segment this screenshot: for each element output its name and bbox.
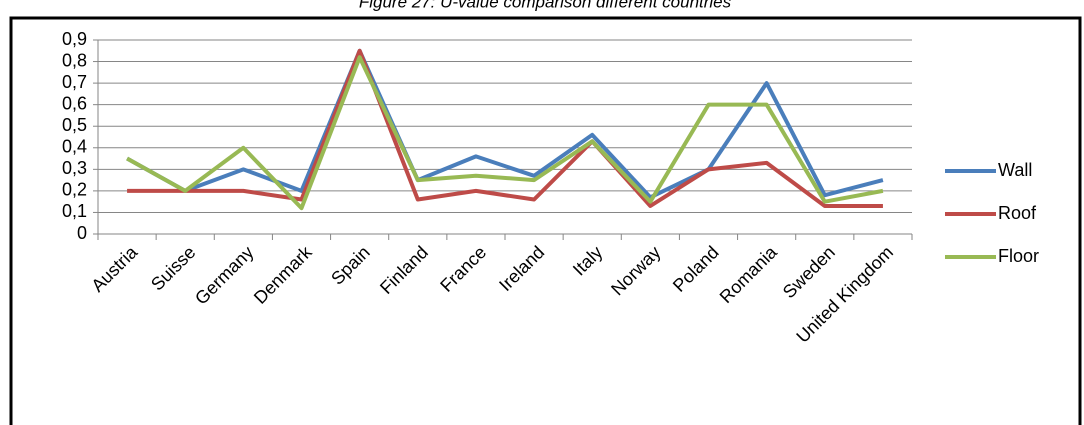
x-tick-label: Romania: [716, 241, 782, 307]
y-tick-label: 0,8: [62, 50, 87, 70]
x-tick-label: Germany: [191, 242, 257, 308]
x-tick-label: France: [436, 242, 490, 296]
legend-label: Floor: [998, 246, 1039, 266]
y-tick-label: 0,9: [62, 29, 87, 49]
chart-border: [9, 16, 1082, 425]
x-tick-label: Austria: [87, 241, 141, 295]
y-tick-label: 0: [77, 223, 87, 243]
y-tick-label: 0,3: [62, 158, 87, 178]
series-line: [127, 48, 883, 208]
legend-label: Wall: [998, 160, 1032, 180]
x-tick-label: Suisse: [147, 242, 199, 294]
x-tick-label: Sweden: [779, 242, 839, 302]
y-tick-label: 0,7: [62, 72, 87, 92]
series-line: [126, 48, 884, 200]
chart-title: Figure 27: U-value comparison different …: [359, 0, 732, 11]
x-tick-label: Denmark: [250, 241, 316, 307]
x-tick-label: Italy: [569, 242, 606, 279]
x-tick-label: Norway: [607, 242, 664, 299]
x-tick-label: Finland: [376, 242, 432, 298]
y-tick-label: 0,4: [62, 137, 87, 157]
legend-label: Roof: [998, 203, 1037, 223]
y-tick-label: 0,6: [62, 93, 87, 113]
y-tick-label: 0,2: [62, 180, 87, 200]
x-tick-label: Spain: [327, 242, 374, 289]
x-tick-label: Poland: [669, 242, 723, 296]
series-line: [126, 55, 884, 211]
x-tick-label: Ireland: [495, 242, 548, 295]
y-tick-label: 0,5: [62, 115, 87, 135]
y-tick-label: 0,1: [62, 201, 87, 221]
